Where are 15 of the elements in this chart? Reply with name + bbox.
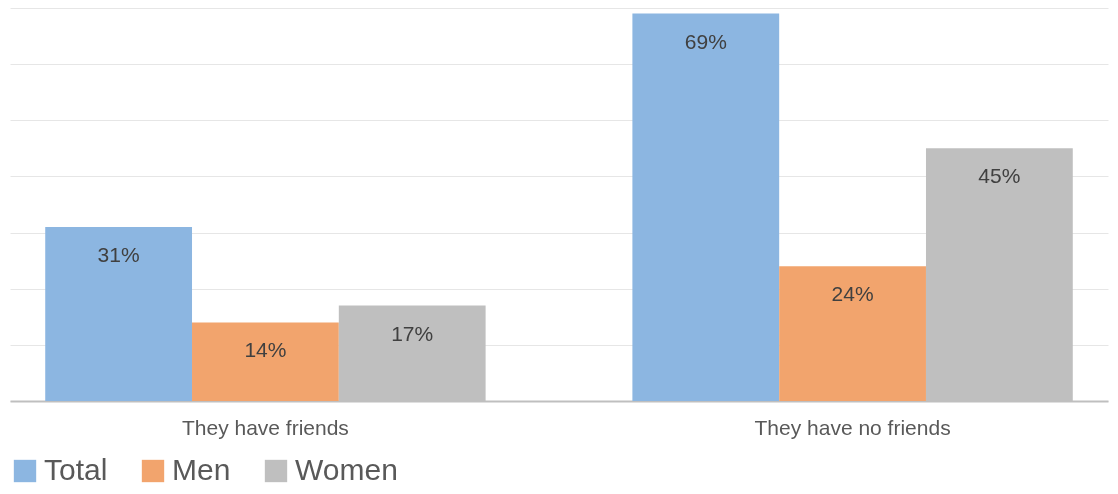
- x-tick-label: They have friends: [181, 415, 349, 439]
- legend-label: Men: [172, 453, 231, 486]
- data-label: 14%: [244, 338, 287, 362]
- bar: [192, 322, 339, 401]
- data-label: 17%: [391, 321, 434, 345]
- bar: [632, 13, 780, 401]
- bar: [45, 226, 193, 401]
- legend-label: Total: [44, 453, 108, 486]
- bar: [779, 266, 926, 401]
- data-label: 31%: [97, 242, 140, 266]
- data-label: 24%: [831, 282, 874, 306]
- legend-label: Women: [295, 453, 398, 486]
- x-tick-label: They have no friends: [754, 415, 951, 439]
- data-label: 45%: [978, 164, 1021, 188]
- data-label: 69%: [684, 29, 727, 53]
